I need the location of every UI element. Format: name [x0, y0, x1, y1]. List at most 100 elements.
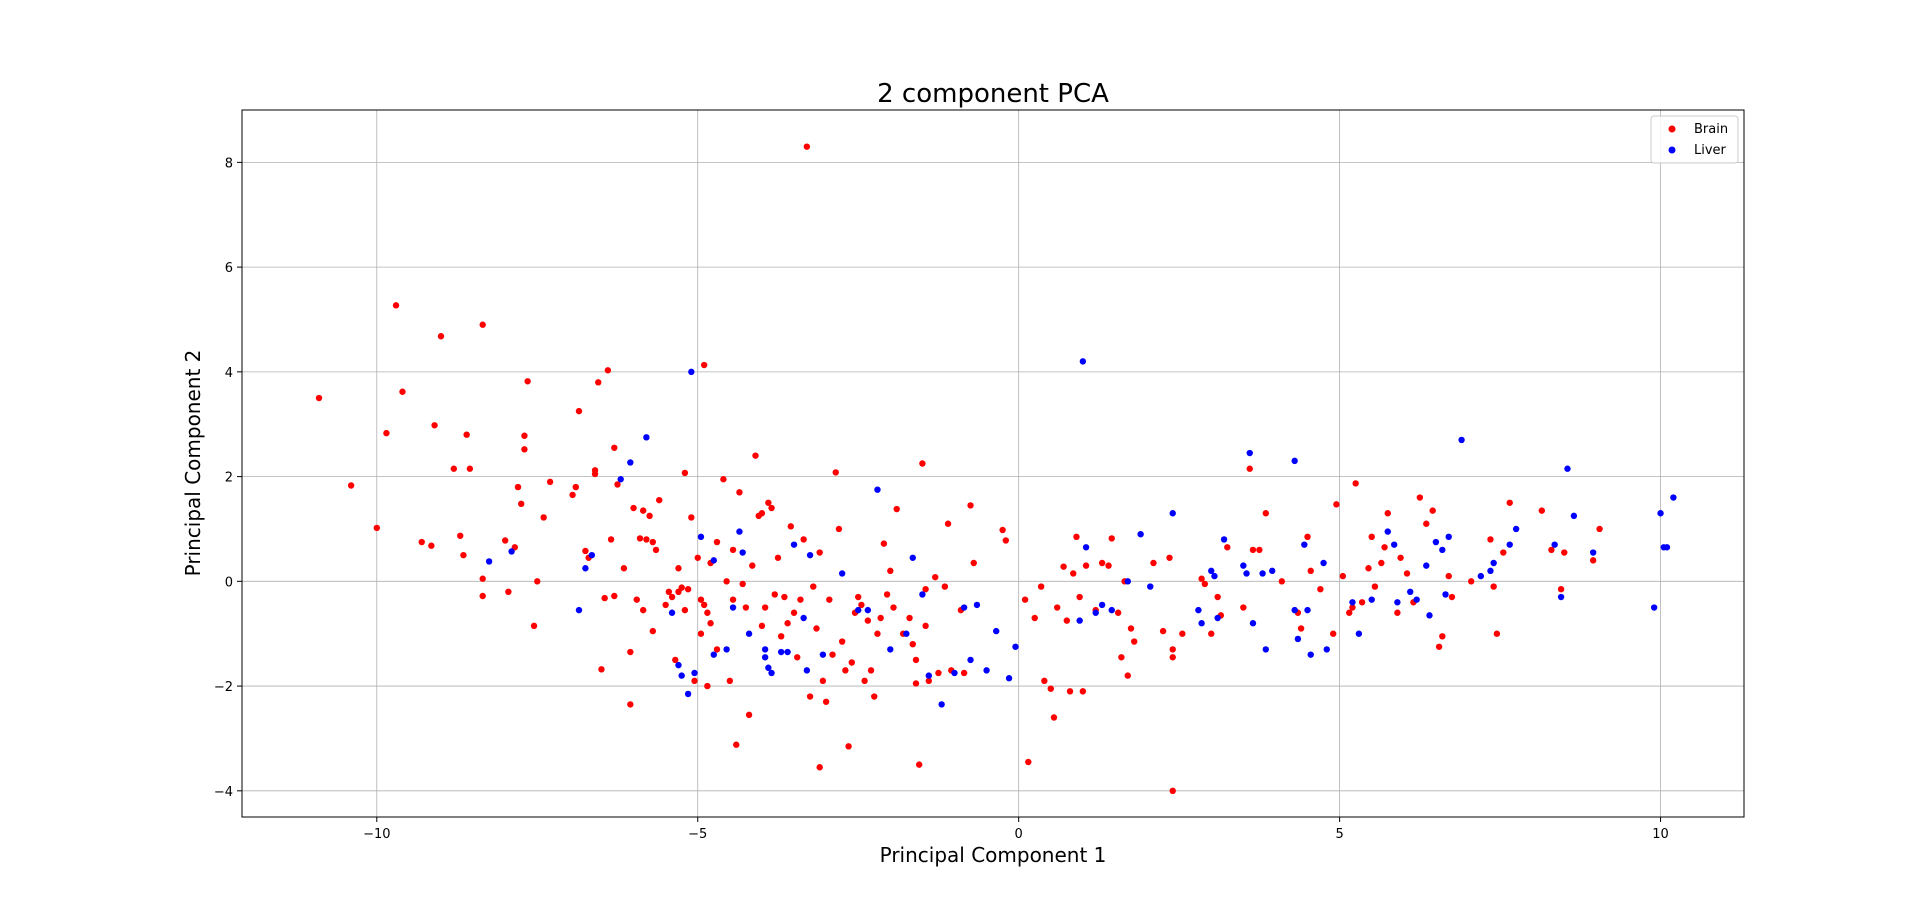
scatter-point-brain	[803, 143, 811, 150]
scatter-point-brain	[1214, 593, 1221, 601]
scatter-point-liver	[582, 565, 589, 572]
scatter-point-brain	[575, 407, 583, 415]
scatter-point-liver	[1432, 538, 1440, 546]
scatter-point-brain	[466, 465, 474, 472]
scatter-point-brain	[726, 677, 734, 685]
scatter-point-brain	[1500, 549, 1507, 556]
scatter-point-brain	[694, 554, 701, 561]
y-tick-label: 4	[225, 366, 233, 381]
scatter-point-brain	[1047, 685, 1054, 692]
scatter-point-brain	[1063, 617, 1071, 624]
scatter-point-brain	[1198, 575, 1205, 582]
scatter-point-brain	[1368, 533, 1375, 541]
scatter-point-brain	[883, 591, 891, 598]
scatter-point-brain	[877, 614, 884, 622]
scatter-point-liver	[938, 701, 945, 708]
scatter-point-brain	[643, 536, 650, 543]
chart-title: 2 component PCA	[877, 79, 1109, 109]
scatter-point-brain	[546, 478, 554, 486]
x-tick-label: 5	[1335, 827, 1343, 842]
scatter-point-liver	[736, 528, 743, 535]
scatter-point-liver	[1124, 578, 1131, 585]
scatter-point-liver	[874, 486, 881, 493]
scatter-point-brain	[1053, 604, 1061, 611]
scatter-point-brain	[887, 567, 894, 575]
scatter-point-liver	[1240, 562, 1247, 569]
scatter-point-brain	[912, 680, 920, 687]
scatter-point-brain	[431, 422, 438, 429]
scatter-point-liver	[1477, 572, 1485, 580]
scatter-point-brain	[1249, 546, 1257, 554]
scatter-point-liver	[960, 604, 968, 611]
scatter-point-brain	[1490, 583, 1497, 590]
scatter-point-brain	[681, 606, 689, 614]
scatter-point-liver	[1323, 646, 1330, 653]
scatter-point-brain	[1124, 672, 1131, 679]
scatter-point-liver	[800, 614, 807, 622]
scatter-point-brain	[826, 596, 833, 603]
scatter-point-liver	[1147, 583, 1154, 590]
scatter-point-brain	[925, 677, 933, 685]
scatter-point-brain	[1538, 507, 1546, 514]
scatter-point-brain	[915, 761, 923, 768]
scatter-point-brain	[713, 538, 721, 546]
scatter-point-brain	[832, 469, 839, 476]
scatter-point-liver	[739, 549, 746, 556]
scatter-point-brain	[1150, 559, 1157, 567]
scatter-point-brain	[810, 583, 817, 590]
scatter-point-brain	[1031, 614, 1038, 622]
scatter-point-brain	[347, 482, 355, 489]
y-axis-label: Principal Component 2	[181, 350, 205, 577]
scatter-point-brain	[1169, 787, 1176, 795]
scatter-point-brain	[736, 489, 743, 496]
scatter-point-liver	[1307, 651, 1314, 658]
scatter-point-brain	[524, 378, 531, 385]
scatter-point-brain	[1105, 562, 1112, 569]
legend: Brain Liver	[1650, 115, 1739, 164]
scatter-point-brain	[1256, 546, 1263, 554]
scatter-point-brain	[681, 469, 689, 477]
scatter-point-brain	[960, 669, 968, 677]
scatter-point-brain	[704, 609, 711, 616]
scatter-point-brain	[1041, 677, 1048, 685]
scatter-point-brain	[315, 394, 323, 402]
scatter-point-brain	[1435, 643, 1443, 650]
scatter-point-brain	[880, 540, 888, 547]
scatter-point-brain	[700, 361, 708, 369]
scatter-point-liver	[627, 459, 634, 466]
scatter-point-brain	[1159, 627, 1167, 635]
scatter-point-liver	[588, 551, 596, 559]
plot-area-frame	[241, 109, 1745, 818]
scatter-point-brain	[1561, 549, 1568, 556]
scatter-point-liver	[903, 630, 910, 637]
scatter-point-brain	[819, 677, 827, 685]
scatter-point-brain	[941, 583, 949, 590]
scatter-point-liver	[803, 667, 811, 674]
scatter-point-brain	[1397, 554, 1404, 561]
scatter-point-brain	[970, 559, 977, 567]
scatter-point-brain	[822, 698, 830, 705]
scatter-point-liver	[1650, 604, 1658, 611]
scatter-point-brain	[678, 584, 685, 591]
scatter-point-brain	[668, 593, 676, 601]
scatter-point-brain	[1224, 544, 1231, 551]
scatter-point-liver	[967, 656, 974, 664]
scatter-point-brain	[704, 682, 711, 690]
scatter-point-liver	[761, 654, 769, 661]
scatter-point-liver	[1098, 601, 1106, 609]
scatter-point-brain	[794, 654, 801, 661]
scatter-point-liver	[1108, 606, 1115, 614]
scatter-point-liver	[1214, 614, 1221, 622]
scatter-point-brain	[1002, 537, 1010, 544]
legend-label-brain: Brain	[1694, 122, 1728, 137]
scatter-point-brain	[890, 604, 897, 611]
scatter-point-liver	[1092, 609, 1099, 616]
scatter-point-brain	[893, 505, 900, 513]
scatter-point-brain	[505, 588, 512, 596]
scatter-point-liver	[508, 548, 515, 555]
scatter-point-brain	[627, 648, 634, 656]
scatter-point-brain	[665, 588, 673, 596]
scatter-point-liver	[617, 476, 624, 483]
scatter-point-brain	[1073, 533, 1080, 541]
